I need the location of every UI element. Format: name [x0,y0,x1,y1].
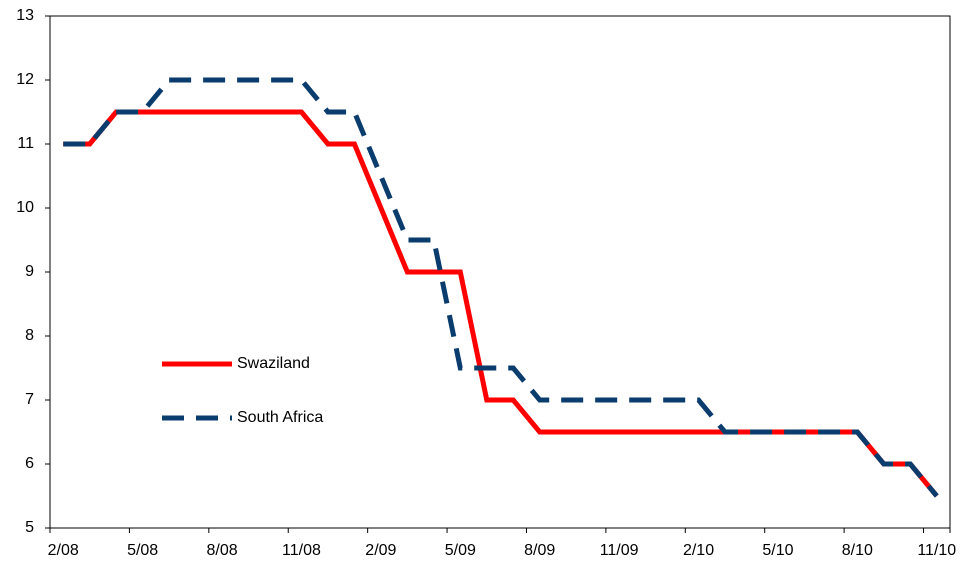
x-tick-label: 5/10 [762,542,793,559]
x-tick-label: 11/09 [600,542,639,559]
legend-label: Swaziland [237,355,310,372]
x-tick-label: 2/09 [365,542,396,559]
y-tick-label: 13 [16,7,34,24]
series-line [63,109,939,498]
y-tick-label: 5 [25,519,34,536]
x-tick-label: 5/09 [445,542,476,559]
x-tick-label: 8/09 [524,542,555,559]
x-tick-label: 2/08 [48,542,79,559]
plot-frame [49,15,951,529]
y-tick-label: 9 [25,263,34,280]
x-tick-label: 2/10 [683,542,714,559]
x-tick-label: 5/08 [127,542,158,559]
x-tick-label: 8/08 [206,542,237,559]
legend-label: South Africa [237,409,323,426]
y-tick-label: 6 [25,455,34,472]
x-tick-label: 11/10 [917,542,956,559]
y-tick-label: 7 [25,391,34,408]
y-tick-label: 11 [17,135,34,152]
y-tick-label: 8 [25,327,34,344]
y-tick-label: 10 [16,199,34,216]
series-line [63,77,939,498]
y-tick-label: 12 [16,71,34,88]
x-tick-label: 8/10 [842,542,873,559]
x-tick-label: 11/08 [282,542,321,559]
